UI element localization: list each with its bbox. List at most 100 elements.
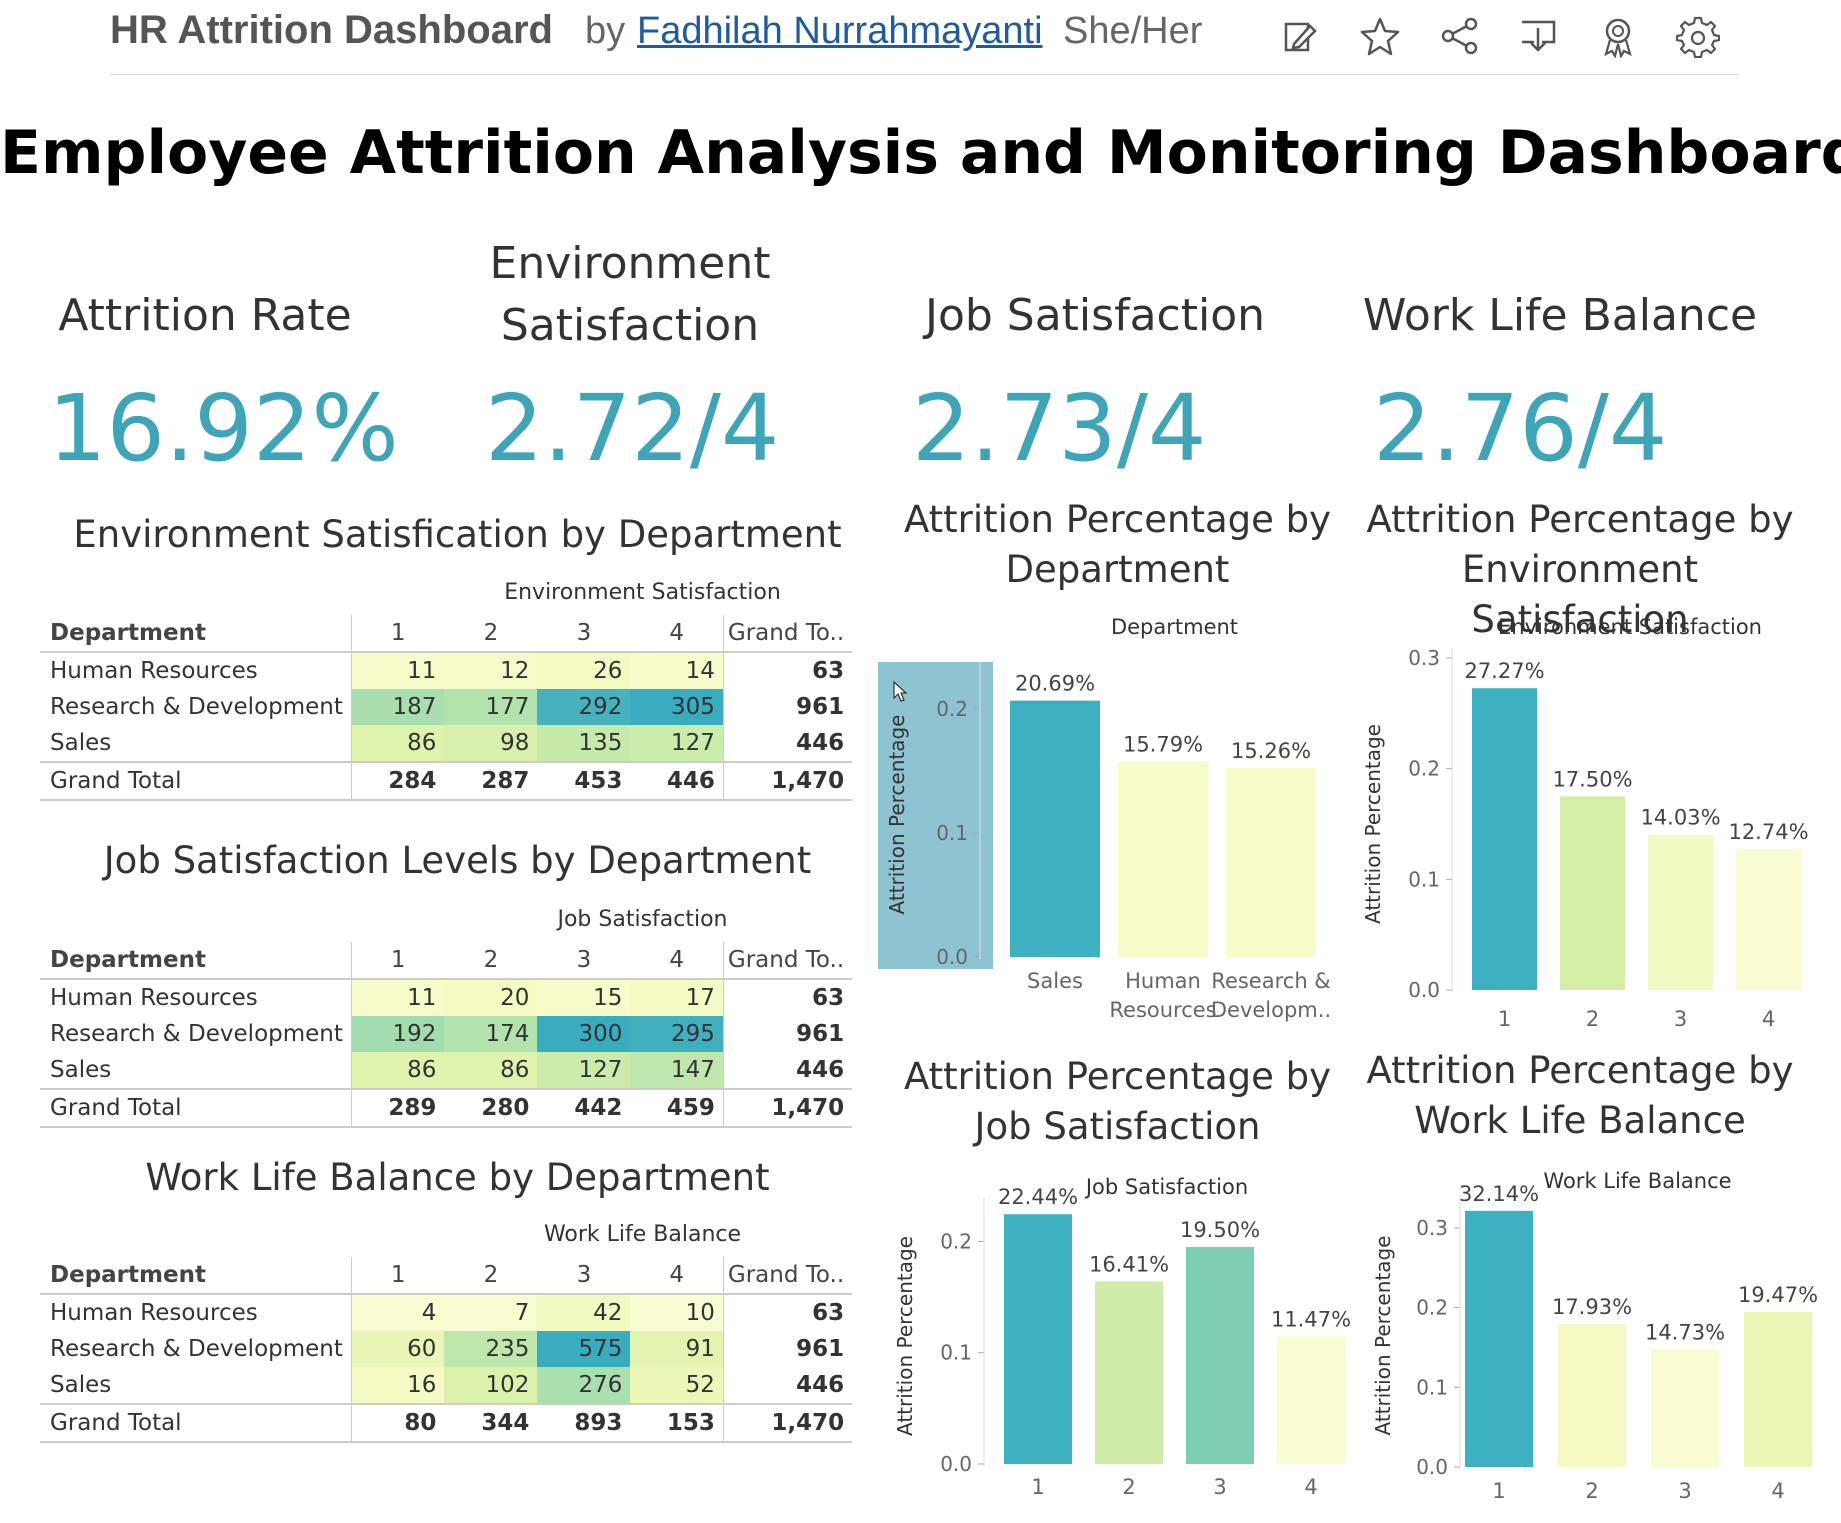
bar[interactable]: [1095, 1281, 1163, 1464]
bar[interactable]: [1651, 1349, 1719, 1467]
column-header-level[interactable]: 4: [630, 942, 724, 980]
heatmap-cell[interactable]: 26: [537, 652, 631, 689]
bar[interactable]: [1186, 1246, 1254, 1464]
bar[interactable]: [1118, 761, 1208, 957]
heatmap-cell[interactable]: 12: [444, 652, 538, 689]
column-header-level[interactable]: 3: [537, 942, 631, 980]
column-header-grand-total[interactable]: Grand To..: [722, 1257, 853, 1295]
heatmap-cell[interactable]: 86: [444, 1052, 538, 1089]
bar[interactable]: [1560, 796, 1625, 990]
bar[interactable]: [1465, 1210, 1533, 1467]
heatmap-cell[interactable]: 14: [630, 652, 724, 689]
column-header-level[interactable]: 4: [630, 615, 724, 653]
heatmap-cell[interactable]: 127: [537, 1052, 631, 1089]
heatmap-cell[interactable]: 15: [537, 979, 631, 1016]
heatmap-cell[interactable]: 235: [444, 1331, 538, 1367]
heatmap-cell[interactable]: 127: [630, 725, 724, 762]
heatmap-cell[interactable]: 295: [630, 1016, 724, 1052]
heatmap-cell[interactable]: 147: [630, 1052, 724, 1089]
bar[interactable]: [1472, 688, 1537, 990]
row-department-label: Sales: [40, 1052, 352, 1089]
table-row[interactable]: Human Resources 4 7 42 10 63: [40, 1294, 853, 1331]
heatmap-cell[interactable]: 4: [351, 1294, 445, 1331]
heatmap-cell[interactable]: 86: [351, 1052, 445, 1089]
heatmap-cell[interactable]: 575: [537, 1331, 631, 1367]
y-axis-highlight[interactable]: [878, 662, 993, 969]
row-department-label: Research & Development: [40, 1331, 352, 1367]
heatmap-cell[interactable]: 11: [351, 979, 445, 1016]
edit-icon[interactable]: [1280, 14, 1324, 58]
bar[interactable]: [1226, 767, 1316, 957]
heatmap-cell[interactable]: 276: [537, 1367, 631, 1404]
table-row[interactable]: Human Resources 11 12 26 14 63: [40, 652, 853, 689]
table-row[interactable]: Sales 86 86 127 147 446: [40, 1052, 853, 1089]
chart-column-header: Environment Satisfaction: [1498, 615, 1762, 639]
heatmap-cell[interactable]: 98: [444, 725, 538, 762]
column-header-department[interactable]: Department: [40, 942, 352, 980]
column-header-level[interactable]: 1: [351, 1257, 445, 1295]
column-header-grand-total[interactable]: Grand To..: [722, 942, 853, 980]
column-header-level[interactable]: 4: [630, 1257, 724, 1295]
heatmap-cell[interactable]: 16: [351, 1367, 445, 1404]
heatmap-cell[interactable]: 52: [630, 1367, 724, 1404]
heatmap-cell[interactable]: 17: [630, 979, 724, 1016]
dashboard-title: Employee Attrition Analysis and Monitori…: [0, 118, 1841, 188]
grand-total-overall: 1,470: [722, 761, 853, 801]
heatmap-cell[interactable]: 20: [444, 979, 538, 1016]
star-icon[interactable]: [1358, 14, 1402, 58]
bar[interactable]: [1277, 1336, 1345, 1464]
column-header-level[interactable]: 2: [444, 1257, 538, 1295]
badge-icon[interactable]: [1596, 14, 1640, 58]
table-row[interactable]: Research & Development 187 177 292 305 961: [40, 689, 853, 725]
heatmap-cell[interactable]: 86: [351, 725, 445, 762]
heatmap-cell[interactable]: 91: [630, 1331, 724, 1367]
heatmap-cell[interactable]: 174: [444, 1016, 538, 1052]
table-row[interactable]: Sales 16 102 276 52 446: [40, 1367, 853, 1404]
heatmap-cell[interactable]: 7: [444, 1294, 538, 1331]
bar[interactable]: [1010, 700, 1100, 957]
bar[interactable]: [1004, 1214, 1072, 1464]
bar-value-label: 14.73%: [1645, 1321, 1725, 1345]
author-link[interactable]: Fadhilah Nurrahmayanti: [637, 10, 1043, 52]
column-header-department[interactable]: Department: [40, 615, 352, 653]
heatmap-cell[interactable]: 300: [537, 1016, 631, 1052]
heatmap-cell[interactable]: 177: [444, 689, 538, 725]
column-header-level[interactable]: 1: [351, 615, 445, 653]
column-header-level[interactable]: 1: [351, 942, 445, 980]
column-header-department[interactable]: Department: [40, 1257, 352, 1295]
table-row[interactable]: Sales 86 98 135 127 446: [40, 725, 853, 762]
gear-icon[interactable]: [1676, 14, 1720, 58]
y-tick-label: 0.0: [1408, 978, 1440, 1002]
table-row[interactable]: Research & Development 192 174 300 295 961: [40, 1016, 853, 1052]
heatmap-cell[interactable]: 42: [537, 1294, 631, 1331]
column-header-grand-total[interactable]: Grand To..: [722, 615, 853, 653]
heatmap-cell[interactable]: 10: [630, 1294, 724, 1331]
share-icon[interactable]: [1438, 14, 1482, 58]
heatmap-cell[interactable]: 135: [537, 725, 631, 762]
x-category-label: Research & Developm..: [1211, 969, 1331, 1022]
bar[interactable]: [1648, 834, 1713, 990]
column-header-level[interactable]: 3: [537, 615, 631, 653]
column-header-level[interactable]: 2: [444, 942, 538, 980]
grand-total-cell: 893: [537, 1403, 631, 1443]
y-axis-label: Attrition Percentage: [893, 1236, 917, 1436]
mouse-cursor-icon: [893, 680, 908, 702]
column-header-level[interactable]: 2: [444, 615, 538, 653]
row-grand-total: 961: [722, 1331, 853, 1367]
bar[interactable]: [1558, 1324, 1626, 1467]
heatmap-cell[interactable]: 11: [351, 652, 445, 689]
heatmap-cell[interactable]: 305: [630, 689, 724, 725]
bar-value-label: 22.44%: [998, 1185, 1078, 1209]
heatmap-cell[interactable]: 187: [351, 689, 445, 725]
heatmap-cell[interactable]: 292: [537, 689, 631, 725]
heatmap-cell[interactable]: 60: [351, 1331, 445, 1367]
bar[interactable]: [1736, 849, 1801, 990]
heatmap-cell[interactable]: 192: [351, 1016, 445, 1052]
download-icon[interactable]: [1516, 14, 1560, 58]
heatmap-cell[interactable]: 102: [444, 1367, 538, 1404]
table-row[interactable]: Research & Development 60 235 575 91 961: [40, 1331, 853, 1367]
table-row[interactable]: Human Resources 11 20 15 17 63: [40, 979, 853, 1016]
grand-total-cell: 284: [351, 761, 445, 801]
bar[interactable]: [1744, 1311, 1812, 1467]
column-header-level[interactable]: 3: [537, 1257, 631, 1295]
